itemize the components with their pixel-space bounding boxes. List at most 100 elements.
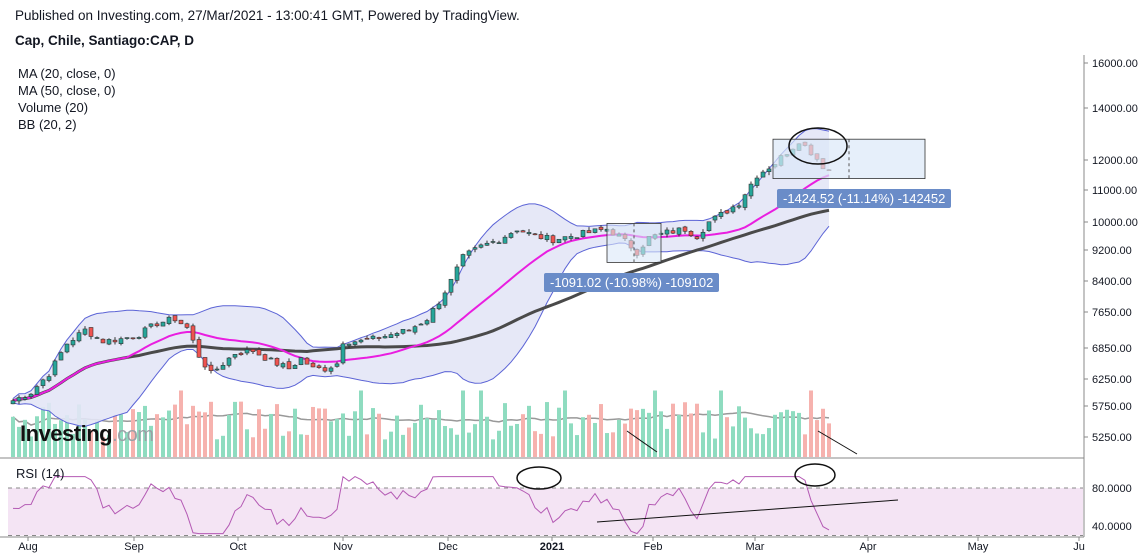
- volume-bar: [161, 417, 165, 457]
- candle: [532, 232, 538, 236]
- candle: [238, 351, 244, 356]
- volume-bar: [65, 415, 69, 457]
- candle: [358, 338, 364, 344]
- candle: [526, 229, 532, 236]
- x-tick-label: Aug: [18, 541, 38, 553]
- candle: [292, 364, 298, 369]
- candle: [550, 234, 556, 246]
- volume-bar: [683, 402, 687, 457]
- trend-line-volume-2: [817, 430, 858, 455]
- candle: [160, 321, 166, 327]
- candle: [592, 228, 598, 234]
- trend-line-volume-1: [626, 430, 658, 453]
- volume-bar: [473, 424, 477, 457]
- x-tick-label: Nov: [333, 541, 353, 553]
- axes: 5250.00 5750.00 6250.00 6850.00 7650.00 8400.…: [0, 55, 1138, 553]
- volume-bar: [179, 390, 183, 457]
- volume-bar: [449, 428, 453, 457]
- candle: [664, 227, 670, 238]
- legend-bb[interactable]: BB (20, 2): [18, 117, 77, 132]
- candle: [22, 395, 28, 401]
- volume-bar: [383, 439, 387, 457]
- volume-bar: [425, 418, 429, 457]
- volume-bar: [389, 431, 393, 457]
- candle: [382, 334, 388, 339]
- volume-bar: [215, 439, 219, 457]
- candle: [178, 319, 184, 325]
- volume-bar: [509, 425, 513, 457]
- candle: [172, 315, 178, 323]
- volume-bar: [323, 408, 327, 457]
- candle: [70, 337, 76, 348]
- candle: [334, 361, 340, 368]
- volume-bar: [395, 415, 399, 457]
- volume-bar: [503, 403, 507, 457]
- candle: [154, 321, 160, 328]
- volume-bar: [17, 426, 21, 457]
- candle: [40, 378, 46, 389]
- y-tick-label: 9200.00: [1092, 245, 1132, 257]
- volume-bar: [107, 434, 111, 457]
- candle: [112, 337, 118, 345]
- candle: [88, 327, 94, 340]
- volume-bar: [143, 405, 147, 457]
- candle: [328, 366, 334, 375]
- candle: [202, 357, 208, 370]
- candle: [262, 353, 268, 361]
- volume-bar: [347, 435, 351, 457]
- candle: [274, 357, 280, 367]
- candle: [586, 227, 592, 234]
- candle: [502, 235, 508, 244]
- y-tick-label: 5750.00: [1092, 401, 1132, 413]
- volume-bar: [755, 433, 759, 457]
- volume-bar: [221, 435, 225, 457]
- volume-bar: [443, 425, 447, 457]
- candle: [64, 343, 70, 354]
- candle: [76, 329, 82, 343]
- volume-bar: [407, 427, 411, 457]
- volume-bar: [293, 408, 297, 457]
- candle: [28, 393, 34, 399]
- volume-bar: [629, 408, 633, 457]
- x-tick-label: Ju: [1073, 541, 1085, 553]
- candle: [346, 343, 352, 348]
- rsi-tick-label: 40.0000: [1092, 521, 1132, 533]
- volume-bar: [191, 405, 195, 457]
- measure-label-2[interactable]: -1424.52 (-11.14%) -142452: [777, 189, 952, 208]
- volume-bar: [71, 433, 75, 457]
- volume-bar: [431, 419, 435, 457]
- volume-bar: [653, 390, 657, 457]
- volume-bar: [335, 418, 339, 457]
- volume-bar: [413, 422, 417, 457]
- volume-bar: [287, 431, 291, 457]
- volume-bar: [299, 434, 303, 457]
- candle: [130, 337, 136, 340]
- measure-label-1[interactable]: -1091.02 (-10.98%) -109102: [544, 273, 720, 292]
- volume-bar: [821, 408, 825, 457]
- legend-ma50[interactable]: MA (50, close, 0): [18, 83, 116, 98]
- candle: [748, 181, 754, 199]
- volume-bar: [131, 409, 135, 457]
- volume-bar: [539, 433, 543, 457]
- volume-bar: [263, 428, 267, 457]
- candle: [712, 215, 718, 223]
- candle: [10, 398, 16, 405]
- volume-bar: [329, 421, 333, 457]
- candle: [214, 366, 220, 372]
- candle: [430, 306, 436, 323]
- volume-bar: [617, 419, 621, 457]
- volume-bar: [599, 404, 603, 457]
- rsi-line: [12, 475, 830, 535]
- candle: [208, 361, 214, 374]
- legend-ma20[interactable]: MA (20, close, 0): [18, 66, 116, 81]
- volume-bars: [11, 390, 831, 457]
- legend-volume[interactable]: Volume (20): [18, 100, 89, 115]
- volume-bar: [377, 413, 381, 457]
- candle: [184, 322, 190, 329]
- x-tick-label: Feb: [644, 541, 663, 553]
- volume-bar: [197, 411, 201, 457]
- candle: [460, 253, 466, 268]
- candle: [304, 356, 310, 365]
- rsi-circle-1: [516, 466, 562, 490]
